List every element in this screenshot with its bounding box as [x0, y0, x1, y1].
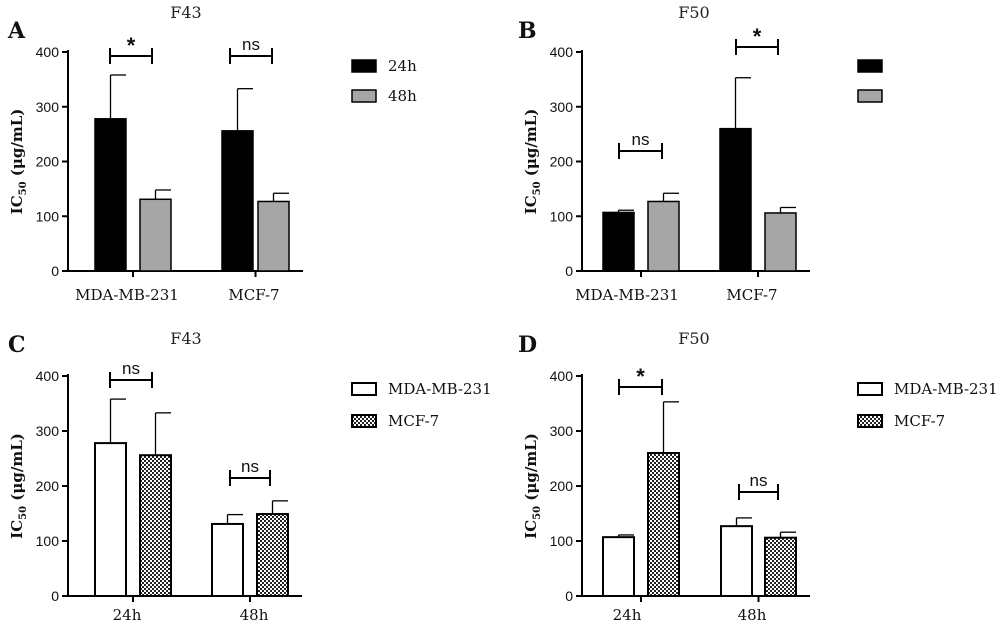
y-tick-label: 100 [550, 533, 574, 549]
y-tick-label: 0 [51, 588, 59, 604]
bar [139, 454, 172, 598]
panel-title: F50 [678, 329, 709, 348]
legend-swatch [351, 89, 377, 103]
panel-letter: B [518, 18, 537, 44]
bar [764, 536, 797, 598]
legend-swatch [351, 59, 377, 73]
y-tick-label: 400 [550, 44, 574, 60]
y-tick-label: 400 [550, 368, 574, 384]
significance-label: ns [750, 471, 768, 490]
panel-title: F43 [170, 3, 201, 22]
legend-label: 24h [388, 57, 417, 75]
bar [257, 200, 290, 272]
bar [94, 118, 127, 272]
y-tick-label: 200 [36, 154, 60, 170]
bar [256, 513, 289, 597]
y-tick-label: 300 [550, 99, 574, 115]
panel-d: D F50 IC50 (μg/mL) 0 100 200 300 400 24h * 48h ns MD… [518, 329, 998, 624]
y-tick-label: 300 [36, 423, 60, 439]
panel-a: A F43 IC50 (μg/mL) 0 100 200 300 400 MDA-MB-231 *… [7, 3, 417, 304]
y-tick-label: 100 [36, 533, 60, 549]
bar [211, 522, 244, 598]
panel-title: F50 [678, 3, 709, 22]
legend-label: MDA-MB-231 [894, 380, 998, 398]
x-tick-label: 48h [738, 606, 767, 624]
bar [764, 212, 797, 272]
y-tick-label: 0 [51, 263, 59, 279]
legend-swatch [857, 382, 883, 396]
bar [647, 200, 680, 272]
significance-label: * [636, 364, 645, 389]
bar [602, 536, 635, 598]
y-tick-label: 200 [550, 478, 574, 494]
legend-swatch [351, 414, 377, 428]
bar [719, 127, 752, 272]
y-tick-label: 200 [550, 154, 574, 170]
y-tick-label: 400 [36, 368, 60, 384]
bar [602, 211, 635, 272]
y-tick-label: 100 [550, 208, 574, 224]
significance-label: * [127, 33, 136, 58]
y-axis-label: IC50 (μg/mL) [522, 433, 543, 539]
y-axis-label: IC50 (μg/mL) [8, 433, 29, 539]
legend-swatch [857, 89, 883, 103]
panel-title: F43 [170, 329, 201, 348]
panel-letter: A [7, 18, 26, 44]
y-tick-label: 300 [550, 423, 574, 439]
y-axis-label: IC50 (μg/mL) [522, 109, 543, 215]
legend-swatch [351, 382, 377, 396]
x-tick-label: 24h [613, 606, 642, 624]
legend-swatch [857, 59, 883, 73]
y-tick-label: 0 [565, 588, 573, 604]
significance-label: ns [242, 35, 260, 54]
x-tick-label: MCF-7 [228, 286, 279, 304]
bar [647, 452, 680, 597]
bar [720, 525, 753, 598]
panel-c: C F43 IC50 (μg/mL) 0 100 200 300 400 24h ns 48h ns M… [8, 329, 492, 624]
y-tick-label: 0 [565, 263, 573, 279]
panel-b: B F50 IC50 (μg/mL) 0 100 200 300 400 MDA-MB-231 n… [518, 3, 883, 304]
bar [221, 130, 254, 272]
legend-label: MDA-MB-231 [388, 380, 492, 398]
y-tick-label: 100 [36, 208, 60, 224]
legend-swatch [857, 414, 883, 428]
y-tick-label: 300 [36, 99, 60, 115]
bar [139, 198, 172, 272]
x-tick-label: MCF-7 [726, 286, 777, 304]
legend-label: MCF-7 [894, 412, 945, 430]
significance-label: ns [241, 457, 259, 476]
significance-label: ns [122, 359, 140, 378]
significance-label: ns [632, 130, 650, 149]
x-tick-label: 48h [240, 606, 269, 624]
y-tick-label: 400 [36, 44, 60, 60]
legend-label: 48h [388, 87, 417, 105]
x-tick-label: 24h [113, 606, 142, 624]
panel-letter: C [8, 332, 26, 358]
y-axis-label: IC50 (μg/mL) [8, 109, 29, 215]
bar [94, 442, 127, 597]
x-tick-label: MDA-MB-231 [75, 286, 179, 304]
y-tick-label: 200 [36, 478, 60, 494]
x-tick-label: MDA-MB-231 [575, 286, 679, 304]
legend-label: MCF-7 [388, 412, 439, 430]
significance-label: * [753, 24, 762, 49]
panel-letter: D [518, 332, 537, 358]
